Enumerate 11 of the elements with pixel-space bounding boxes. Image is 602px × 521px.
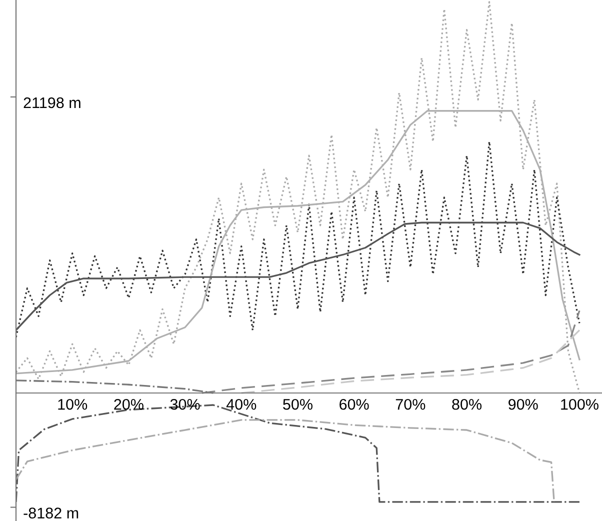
y-tick-label: -8182 m [24, 508, 78, 518]
x-tick-label: 10% [58, 398, 88, 410]
x-tick-label: 60% [340, 398, 369, 410]
x-tick-label: 20% [114, 398, 144, 410]
y-tick-label: 21198 m [24, 97, 80, 108]
x-tick-label: 70% [396, 398, 426, 410]
x-tick-label: 50% [283, 398, 312, 410]
x-tick-label: 90% [508, 398, 538, 410]
x-tick-label: 80% [452, 398, 482, 410]
x-tick-label: 40% [226, 398, 256, 410]
x-tick-label: 100% [561, 398, 598, 410]
